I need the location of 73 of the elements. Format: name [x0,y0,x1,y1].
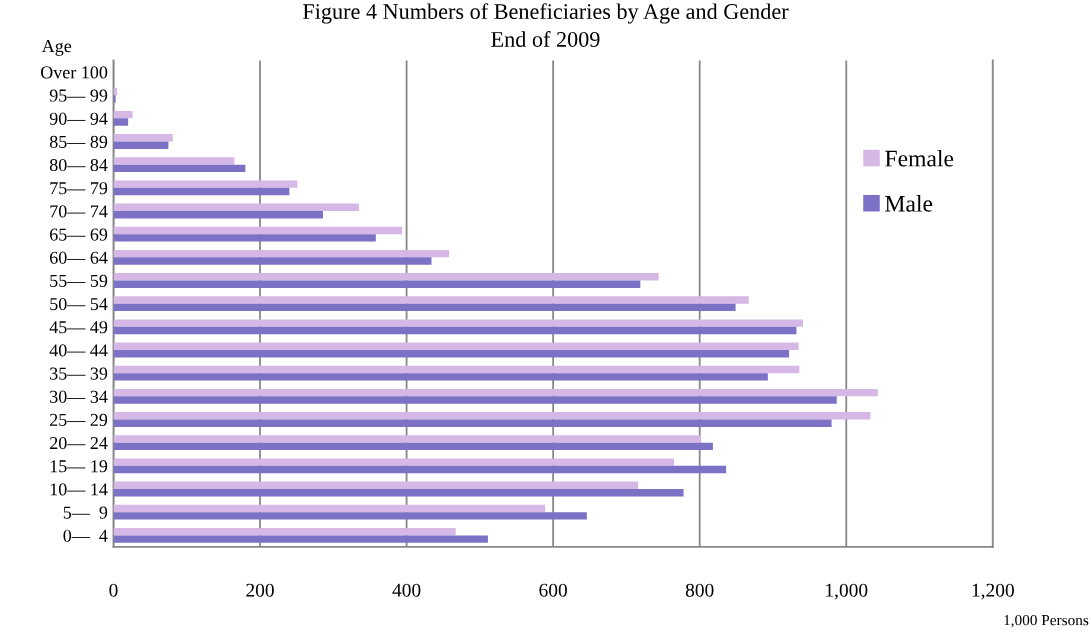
y-tick-label: 5— 9 [63,506,108,519]
y-tick-label: 40— 44 [49,344,108,357]
y-tick-label: 20— 24 [50,436,108,450]
chart-title: Figure 4 Numbers of Beneficiaries by Age and Gender [302,3,789,24]
bar [113,110,133,119]
y-tick-label: 70— 74 [50,205,108,218]
bar [113,512,587,520]
bar [113,164,246,173]
x-tick-label: 800 [685,583,714,597]
bar [113,396,837,404]
y-tick-label: 80— 84 [49,158,108,172]
bar [113,365,800,374]
bar [113,342,799,351]
bar [113,326,797,335]
bar [113,350,790,358]
y-tick-label: 30— 34 [50,390,108,403]
bar [113,527,456,536]
bar [113,118,129,126]
y-axis-title: Age [41,40,72,56]
bar [113,203,359,212]
bar [113,95,116,103]
bar [113,296,749,304]
bar [113,157,235,165]
y-tick-label: 50— 54 [50,297,108,311]
y-tick-label: 95— 99 [49,89,108,102]
bar [113,504,546,513]
bar [113,388,878,397]
y-tick-label: 10— 14 [50,483,108,496]
y-tick-label: 65— 69 [50,228,108,241]
bar [113,234,376,242]
bar [113,419,832,427]
x-tick-label: 0 [109,583,118,597]
bar [113,481,639,490]
bar [113,141,169,149]
y-tick-label: 45— 49 [49,321,108,334]
bar [113,211,324,219]
x-tick-label: 200 [246,583,274,597]
x-tick-label: 1,200 [972,583,1014,600]
chart-subtitle: End of 2009 [491,31,600,47]
y-tick-label: 90— 94 [49,112,108,125]
y-tick-label: 60— 64 [50,251,108,264]
bar [113,226,403,235]
y-tick-label: 25— 29 [50,413,108,426]
y-tick-label: Over 100 [40,66,108,79]
x-axis-title: 1,000 Persons [1004,614,1089,628]
y-tick-label: 55— 59 [50,274,108,287]
bar [113,489,684,497]
bar [113,134,173,142]
bar [113,412,871,420]
bar [113,319,804,327]
x-tick-label: 600 [539,583,567,597]
bar [113,257,432,265]
bar [113,273,659,281]
legend-label: Female [885,149,954,167]
bar [113,458,675,466]
bar [113,187,290,196]
y-tick-label: 15— 19 [50,460,108,473]
bar [113,373,768,381]
bar [113,442,713,451]
x-tick-label: 400 [392,583,421,597]
bar [113,535,488,543]
bar [113,280,641,288]
bar [113,180,298,188]
y-tick-label: 35— 39 [50,367,108,380]
legend-label: Male [885,195,933,212]
bar [113,249,450,258]
bar [113,435,702,443]
y-tick-label: 85— 89 [49,135,108,148]
y-tick-label: 0— 4 [63,529,108,542]
y-tick-label: 75— 79 [50,182,108,195]
x-tick-label: 1,000 [826,583,868,600]
bar [113,303,736,312]
bar [113,465,727,474]
